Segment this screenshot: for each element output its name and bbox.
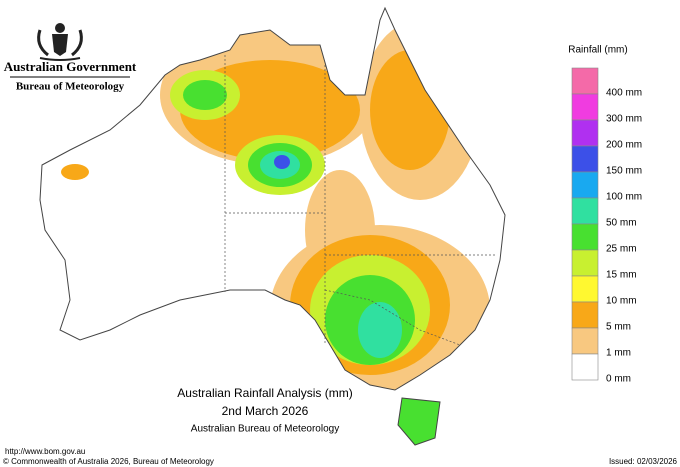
legend-label: 400 mm	[606, 88, 642, 99]
bureau: Bureau of Meteorology	[16, 81, 125, 93]
legend-label: 300 mm	[606, 114, 642, 125]
legend-swatch	[571, 353, 599, 381]
government: Australian Government	[4, 59, 137, 74]
legend-label: 25 mm	[606, 244, 637, 255]
issued: Issued: 02/03/2026	[609, 457, 678, 466]
map-source: Australian Bureau of Meteorology	[191, 424, 339, 435]
legend-swatch	[571, 119, 599, 147]
legend-label: 50 mm	[606, 218, 637, 229]
url: http://www.bom.gov.au	[5, 447, 85, 456]
copyright: © Commonwealth of Australia 2026, Bureau…	[3, 457, 214, 466]
legend-swatch	[571, 301, 599, 329]
legend-swatch	[571, 327, 599, 355]
legend-label: 100 mm	[606, 192, 642, 203]
legend-swatch	[571, 275, 599, 303]
legend-swatch	[571, 67, 599, 95]
legend-label: 150 mm	[606, 166, 642, 177]
map-title: Australian Rainfall Analysis (mm)	[177, 386, 352, 400]
coat-of-arms	[37, 23, 83, 61]
legend-label: 0 mm	[606, 374, 631, 385]
legend-label: 200 mm	[606, 140, 642, 151]
legend-swatch	[571, 93, 599, 121]
legend-swatch	[571, 171, 599, 199]
legend: 400 mm 300 mm 200 mm 150 mm 100 mm 50 mm 25 mm…	[571, 67, 642, 385]
legend-label: 15 mm	[606, 270, 637, 281]
legend-label: 1 mm	[606, 348, 631, 359]
legend-swatch	[571, 223, 599, 251]
legend-swatch	[571, 197, 599, 225]
legend-swatch	[571, 249, 599, 277]
map-date: 2nd March 2026	[222, 404, 309, 418]
legend-title: Rainfall (mm)	[568, 45, 627, 56]
legend-swatch	[571, 145, 599, 173]
legend-label: 5 mm	[606, 322, 631, 333]
legend-label: 10 mm	[606, 296, 637, 307]
